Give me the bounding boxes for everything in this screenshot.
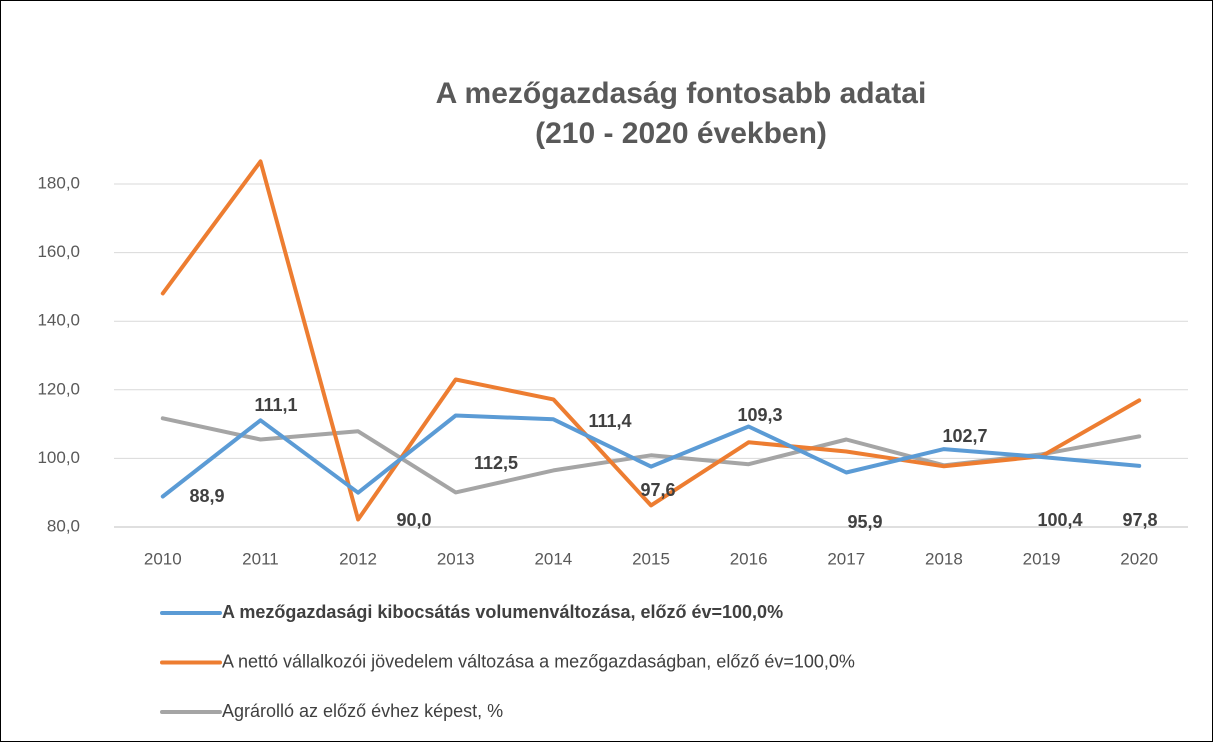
data-label: 97,8 (1122, 510, 1157, 530)
x-tick-label: 2014 (534, 549, 572, 568)
x-tick-label: 2019 (1023, 549, 1061, 568)
y-tick-label: 120,0 (37, 379, 80, 398)
y-tick-label: 80,0 (47, 516, 80, 535)
x-tick-label: 2015 (632, 549, 670, 568)
data-label: 111,4 (588, 411, 631, 431)
y-tick-label: 160,0 (37, 242, 80, 261)
x-tick-label: 2010 (144, 549, 182, 568)
legend-label: A mezőgazdasági kibocsátás volumenváltoz… (222, 602, 783, 622)
x-tick-label: 2013 (437, 549, 475, 568)
data-label: 102,7 (942, 426, 987, 446)
series-line (160, 159, 1142, 522)
data-label: 88,9 (189, 486, 224, 506)
x-tick-label: 2011 (242, 549, 279, 568)
data-label: 112,5 (474, 453, 518, 473)
legend-label: Agrárolló az előző évhez képest, % (222, 701, 503, 721)
x-tick-label: 2016 (730, 549, 768, 568)
x-tick-label: 2017 (827, 549, 865, 568)
series-line (160, 413, 1142, 499)
x-tick-label: 2012 (339, 549, 377, 568)
chart-title: (210 - 2020 években) (535, 117, 827, 150)
legend-label: A nettó vállalkozói jövedelem változása … (222, 651, 855, 671)
y-tick-label: 180,0 (37, 173, 80, 192)
data-label: 97,6 (640, 480, 675, 500)
data-label: 109,3 (737, 405, 782, 425)
data-label: 111,1 (254, 395, 297, 415)
data-label: 95,9 (847, 512, 882, 532)
x-tick-label: 2020 (1120, 549, 1158, 568)
chart-title: A mezőgazdaság fontosabb adatai (436, 77, 927, 110)
x-tick-label: 2018 (925, 549, 963, 568)
y-tick-label: 100,0 (37, 448, 80, 467)
data-label: 90,0 (396, 510, 431, 530)
y-tick-label: 140,0 (37, 311, 80, 330)
data-label: 100,4 (1037, 510, 1082, 530)
